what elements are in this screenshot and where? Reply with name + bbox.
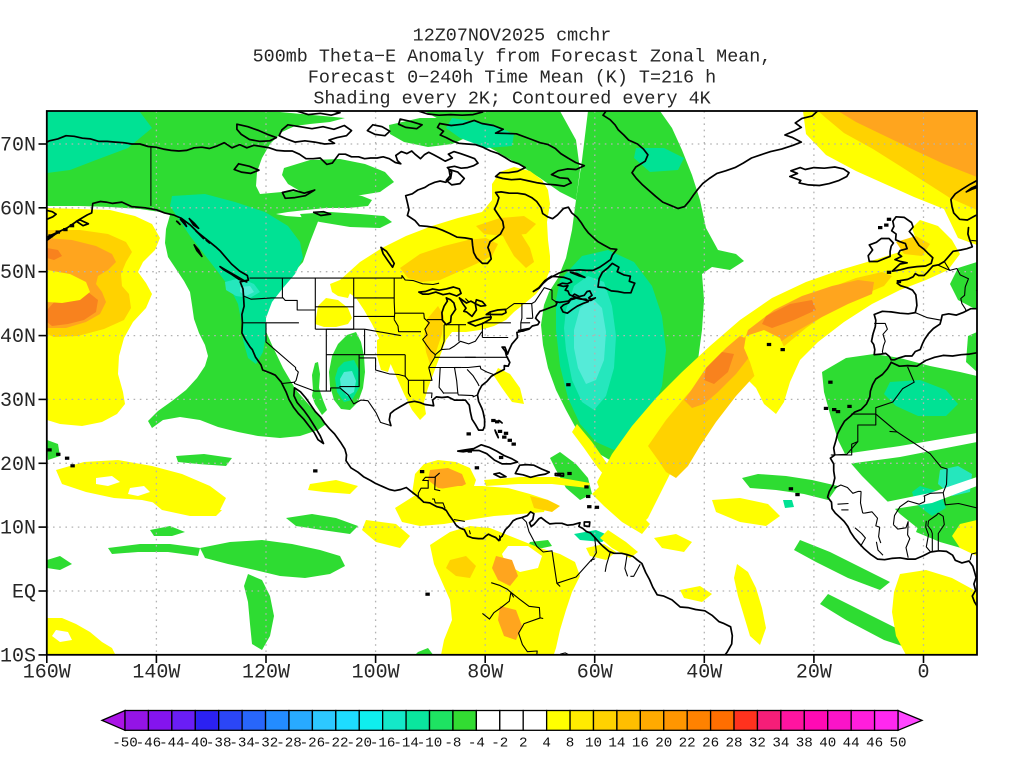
svg-text:Shading every 2K; Contoured ev: Shading every 2K; Contoured every 4K [313,89,711,110]
svg-text:20N: 20N [0,454,36,477]
svg-text:-50: -50 [112,736,138,752]
svg-text:10N: 10N [0,518,36,541]
svg-text:-34: -34 [229,736,255,752]
svg-text:40N: 40N [0,326,36,349]
svg-text:32: 32 [749,736,766,752]
svg-text:Forecast 0−240h Time Mean (K): Forecast 0−240h Time Mean (K) T=216 h [308,68,716,89]
svg-text:50N: 50N [0,262,36,285]
svg-text:4: 4 [542,736,551,752]
svg-text:60N: 60N [0,198,36,221]
svg-text:20: 20 [655,736,672,752]
svg-text:140W: 140W [132,662,180,685]
svg-text:28: 28 [726,736,743,752]
svg-text:-44: -44 [159,736,185,752]
svg-text:-14: -14 [393,736,419,752]
svg-text:34: 34 [772,736,789,752]
svg-text:-26: -26 [300,736,326,752]
svg-text:2: 2 [519,736,528,752]
svg-text:10: 10 [585,736,602,752]
svg-text:-20: -20 [346,736,372,752]
svg-text:-22: -22 [323,736,349,752]
svg-text:-2: -2 [491,736,508,752]
svg-text:40: 40 [819,736,836,752]
svg-text:60W: 60W [577,662,613,685]
svg-text:26: 26 [702,736,719,752]
svg-text:40W: 40W [686,662,722,685]
svg-text:30N: 30N [0,390,36,413]
svg-text:70N: 70N [0,135,36,158]
svg-text:EQ: EQ [12,582,36,605]
svg-text:-38: -38 [206,736,232,752]
svg-text:0: 0 [917,662,929,685]
svg-text:50: 50 [889,736,906,752]
svg-text:-28: -28 [276,736,302,752]
svg-text:8: 8 [566,736,575,752]
svg-text:22: 22 [679,736,696,752]
svg-text:44: 44 [843,736,860,752]
svg-text:-4: -4 [468,736,485,752]
svg-text:500mb Theta−E Anomaly from For: 500mb Theta−E Anomaly from Forecast Zona… [253,47,772,68]
svg-text:80W: 80W [467,662,503,685]
svg-text:20W: 20W [796,662,832,685]
svg-text:160W: 160W [23,662,71,685]
svg-text:-10: -10 [417,736,443,752]
svg-text:120W: 120W [242,662,290,685]
svg-text:-16: -16 [370,736,396,752]
svg-text:-40: -40 [182,736,208,752]
svg-text:16: 16 [632,736,649,752]
svg-text:-32: -32 [253,736,279,752]
svg-text:-8: -8 [444,736,461,752]
svg-text:14: 14 [608,736,625,752]
svg-text:10S: 10S [0,645,36,668]
svg-text:-46: -46 [136,736,162,752]
svg-text:46: 46 [866,736,883,752]
svg-text:12Z07NOV2025 cmchr: 12Z07NOV2025 cmchr [413,26,612,47]
svg-text:38: 38 [796,736,813,752]
svg-text:100W: 100W [352,662,400,685]
